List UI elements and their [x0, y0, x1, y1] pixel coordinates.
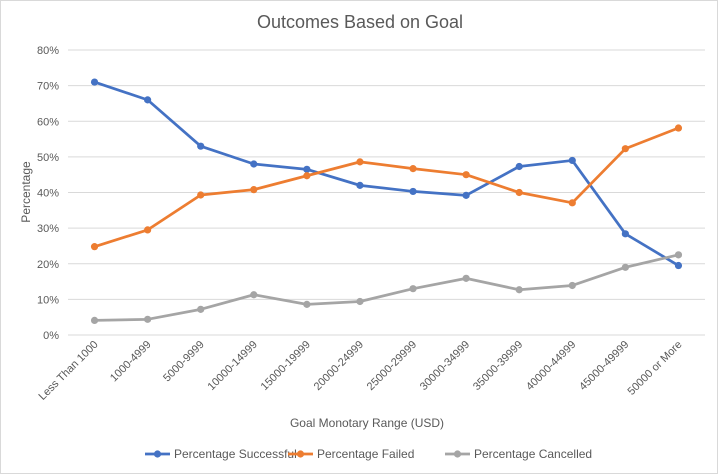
data-point — [409, 187, 417, 196]
data-point — [621, 263, 629, 271]
data-point — [144, 315, 152, 323]
data-point — [674, 124, 683, 132]
data-point — [90, 316, 99, 324]
x-tick-label: 35000-39999 — [471, 339, 525, 393]
x-tick-label: Less Than 1000 — [37, 339, 101, 403]
data-point — [674, 261, 683, 270]
data-point — [621, 145, 629, 153]
data-point — [462, 274, 470, 282]
y-tick-label: 80% — [37, 45, 59, 57]
y-tick-label: 30% — [37, 223, 59, 235]
x-tick-label: 45000-49999 — [577, 339, 631, 393]
x-axis-ticks: Less Than 1000 1000-4999 5000-999910000-14… — [37, 339, 685, 403]
x-tick-label: 50000 or More — [626, 339, 685, 398]
x-tick-label: 40000-44999 — [524, 339, 578, 393]
y-tick-label: 20% — [37, 259, 59, 271]
data-point — [250, 291, 258, 299]
data-point — [90, 78, 99, 86]
x-tick-label: 15000-19999 — [259, 339, 313, 393]
series-line — [93, 80, 680, 267]
series-line — [93, 126, 680, 249]
legend-label: Percentage Failed — [317, 447, 414, 461]
data-point — [356, 297, 364, 306]
data-point — [674, 251, 683, 259]
data-point — [462, 171, 470, 179]
x-tick-label: 5000-9999 — [161, 339, 207, 385]
data-point — [462, 191, 470, 199]
legend-label: Percentage Successful — [174, 447, 297, 461]
x-tick-label: 1000-4999 — [108, 339, 154, 385]
legend-marker — [296, 450, 305, 458]
y-tick-label: 60% — [37, 116, 59, 128]
data-point — [250, 186, 258, 194]
x-tick-label: 20000-24999 — [312, 339, 366, 393]
y-tick-label: 70% — [37, 81, 59, 93]
data-point — [250, 160, 258, 168]
data-point — [144, 226, 152, 234]
data-point — [197, 142, 205, 150]
y-tick-label: 40% — [37, 188, 59, 200]
y-axis-ticks: 0% 10% 20% 30% 40% 50% 60% 70% 80% — [37, 45, 59, 342]
gridlines — [68, 49, 705, 336]
data-point — [515, 162, 523, 171]
data-point — [197, 191, 205, 199]
legend-marker — [453, 450, 462, 458]
y-tick-label: 0% — [43, 330, 59, 342]
y-tick-label: 50% — [37, 152, 59, 164]
data-point — [409, 165, 417, 173]
chart-title: Outcomes Based on Goal — [257, 12, 463, 32]
series-line — [93, 253, 680, 322]
data-point — [568, 156, 576, 165]
x-axis-title: Goal Monotary Range (USD) — [290, 416, 444, 430]
data-point — [356, 158, 364, 166]
data-point — [197, 305, 205, 313]
y-axis-title: Percentage — [19, 161, 33, 223]
data-point — [356, 181, 364, 189]
data-point — [568, 281, 576, 290]
x-tick-label: 10000-14999 — [206, 339, 260, 393]
x-tick-label: 30000-34999 — [418, 339, 472, 393]
series-lines — [90, 78, 683, 324]
data-point — [515, 286, 523, 294]
data-point — [144, 96, 152, 104]
data-point — [303, 165, 311, 173]
data-point — [303, 172, 311, 180]
x-tick-label: 25000-29999 — [365, 339, 419, 393]
data-point — [90, 243, 99, 251]
legend: Percentage Successful Percentage Failed Pe… — [145, 447, 592, 461]
data-point — [303, 300, 311, 308]
legend-label: Percentage Cancelled — [474, 447, 592, 461]
data-point — [568, 199, 576, 207]
data-point — [409, 285, 417, 293]
data-point — [621, 230, 629, 238]
legend-marker — [153, 450, 162, 458]
data-point — [515, 188, 523, 197]
y-tick-label: 10% — [37, 294, 59, 306]
